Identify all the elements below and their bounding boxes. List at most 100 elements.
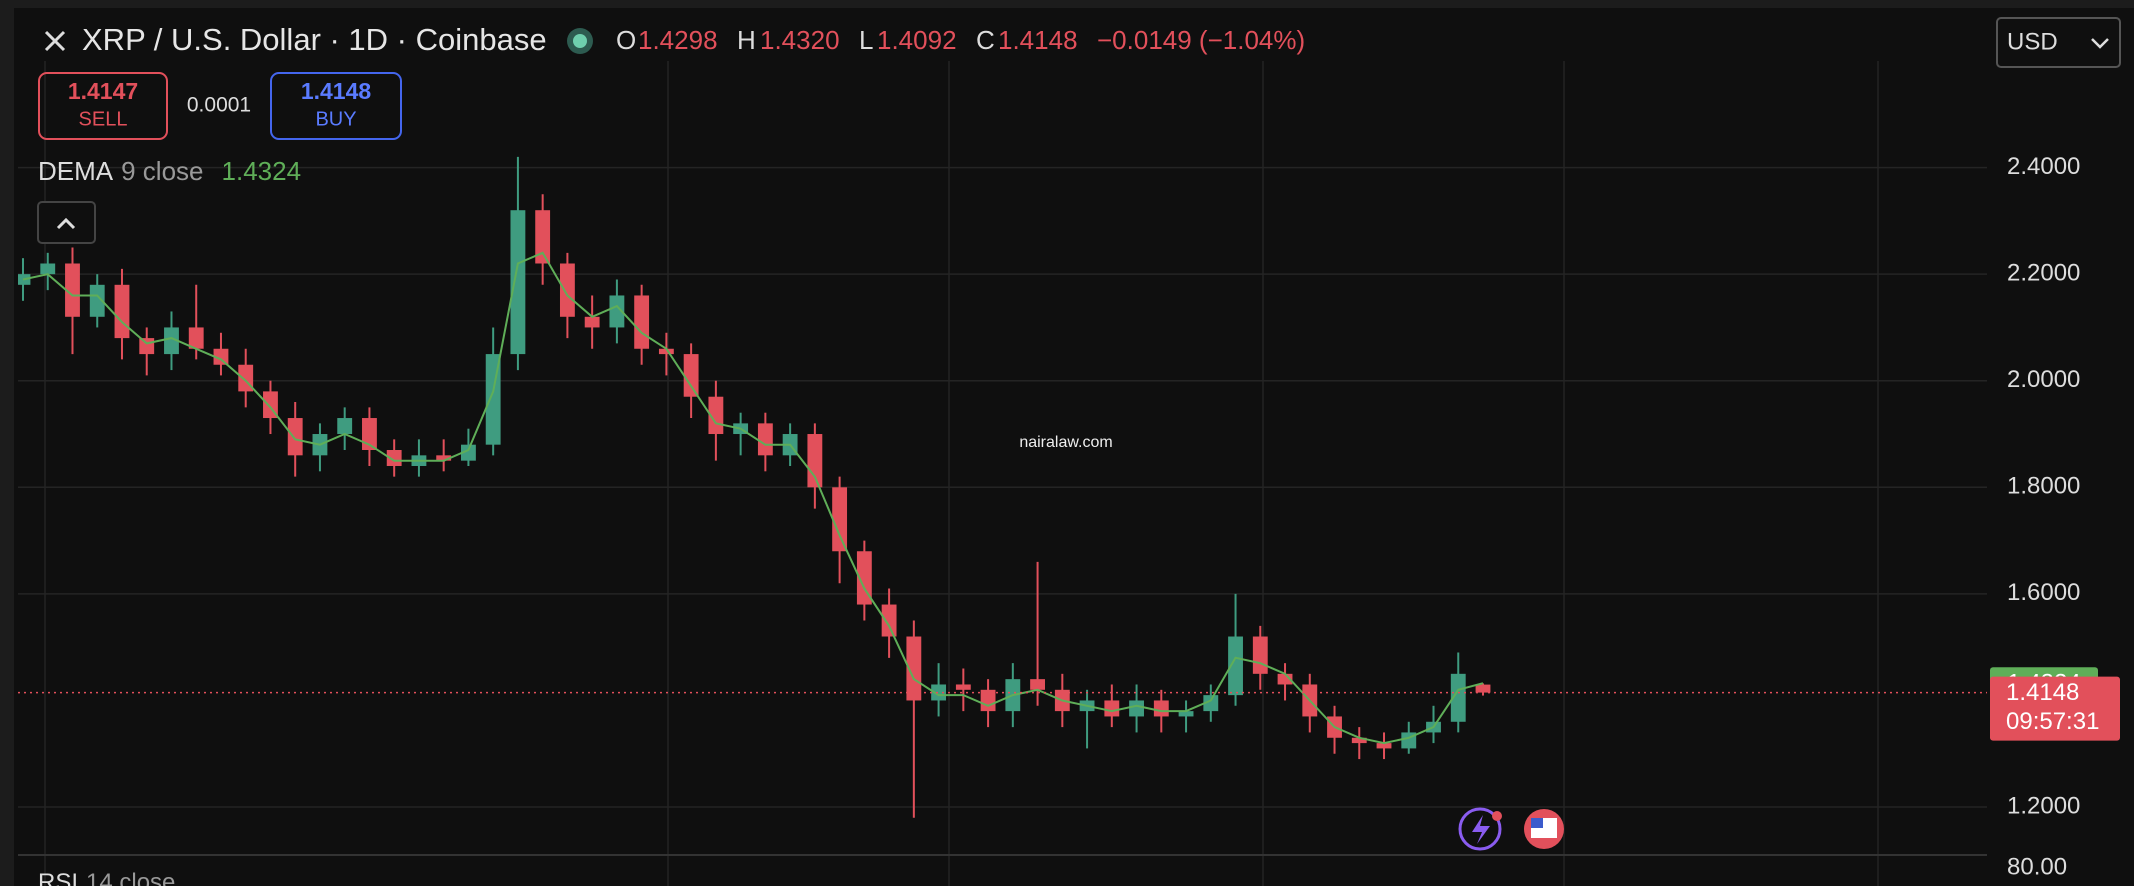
left-border [0,0,14,886]
top-border [0,0,2134,8]
rsi-tick-label: 80.00 [2007,853,2067,880]
y-tick-label: 2.0000 [2007,366,2080,393]
indicator-legend: DEMA 9 close 1.4324 [38,156,301,186]
candle-body [906,636,922,701]
currency-dropdown[interactable] [1996,17,2121,68]
sell-label: SELL [79,108,128,130]
ohlc-label: H [737,25,756,55]
candle-body [757,423,773,456]
rsi-params: 14 close [86,869,175,886]
ohlc-value: 1.4298 [638,25,718,55]
notification-dot [1492,811,1502,821]
candle-body [832,487,848,552]
candle-body [362,418,377,451]
candle-body [510,210,526,355]
symbol-title: XRP / U.S. Dollar · 1D · Coinbase [82,22,547,57]
ohlc-value: 1.4148 [998,25,1078,55]
candle-body [65,263,80,317]
candle-body [1153,700,1169,717]
change: −0.0149 (−1.04%) [1097,25,1305,55]
candle-body [535,210,551,264]
candle-body [213,348,229,365]
status-dot [573,34,587,48]
ohlc-label: L [859,25,873,55]
candle-body [881,604,897,637]
candle-body [559,263,575,317]
rsi-name: RSI [38,869,78,886]
dropdown-arrow [2091,38,2109,49]
close-icon[interactable] [44,30,66,52]
header: XRP / U.S. Dollar · 1D · Coinbase O 1.42… [44,22,1305,57]
ohlc-value: 1.4320 [760,25,840,55]
candle-body [1178,711,1194,717]
candle-body [461,444,476,461]
candle-body [1203,695,1219,712]
buy-button[interactable] [270,72,402,140]
ohlc-value: 1.4092 [877,25,957,55]
candle-body [188,327,204,349]
sell-price: 1.4147 [68,78,138,104]
buy-price: 1.4148 [301,78,372,104]
candle-body [1228,636,1243,696]
indicator-name: DEMA [38,156,114,186]
y-tick-label: 1.6000 [2007,579,2080,606]
candle-body [1475,684,1491,693]
grid [18,166,1987,808]
y-tick-label: 1.8000 [2007,473,2080,500]
candle-body [634,295,650,349]
candle-body [436,455,452,461]
sell-button[interactable] [38,72,168,140]
price-tag [1990,676,2120,741]
y-tick-label: 2.4000 [2007,153,2080,180]
candle-body [89,284,105,317]
y-tick-label: 1.2000 [2007,792,2080,819]
candle-body [287,418,303,456]
candle-body [1252,636,1268,674]
currency-label: USD [2007,28,2058,55]
candle-body [609,295,625,328]
watermark: nairalaw.com [1019,434,1112,451]
candle-body [807,434,823,488]
ohlc-label: O [616,25,636,55]
spread: 0.0001 [187,94,251,117]
candle-body [114,284,130,339]
candle-body [386,450,402,466]
indicator-value: 1.4324 [222,156,302,186]
countdown: 09:57:31 [2006,708,2099,735]
candle-body [955,684,971,690]
price-tag-label: 1.4148 [2006,679,2079,706]
candle-body [1030,679,1045,690]
trade-panel: 1.4147 SELL 0.0001 1.4148 BUY [38,72,402,140]
candle-body [164,327,179,355]
candle-body [584,316,600,328]
candle-body [1104,700,1120,717]
bolt-icon [1472,815,1490,844]
candle-body [683,354,699,397]
candle-body [1376,743,1392,749]
y-tick-label: 2.2000 [2007,259,2080,286]
rsi-legend: RSI 14 close [38,869,175,886]
candle-body [1277,673,1293,685]
candle-body [139,338,155,355]
candle-body [1129,700,1144,717]
indicator-params: 9 close [121,156,203,186]
flag-canton [1531,818,1543,828]
buy-label: BUY [315,108,356,130]
candle-body [658,348,674,355]
chevron-icon [56,217,76,230]
ohlc-label: C [976,25,995,55]
candle-body [1351,737,1367,744]
candle-body [856,551,872,605]
candle-body [980,689,996,712]
time-grid [44,61,1879,886]
plot-area [18,156,1987,818]
candle-body [1450,673,1466,722]
candle-body [931,684,947,701]
candle-body [40,263,56,275]
indicator-line [22,251,1484,745]
assistant-icon[interactable] [1458,807,1502,851]
candle-body [337,418,353,435]
price-axis: 1.20001.60001.80002.00002.20002.40001.43… [1990,153,2120,819]
